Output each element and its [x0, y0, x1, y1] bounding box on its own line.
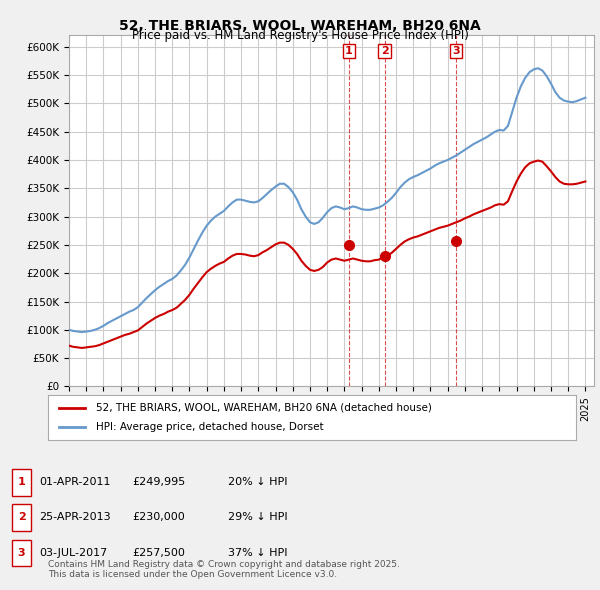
- Text: £230,000: £230,000: [132, 513, 185, 522]
- Text: 01-APR-2011: 01-APR-2011: [39, 477, 110, 487]
- Text: 1: 1: [18, 477, 25, 487]
- Text: £257,500: £257,500: [132, 548, 185, 558]
- Text: 1: 1: [345, 46, 353, 56]
- Text: 03-JUL-2017: 03-JUL-2017: [39, 548, 107, 558]
- Text: 37% ↓ HPI: 37% ↓ HPI: [228, 548, 287, 558]
- Text: 2: 2: [380, 46, 388, 56]
- Text: £249,995: £249,995: [132, 477, 185, 487]
- Text: 3: 3: [18, 548, 25, 558]
- Text: HPI: Average price, detached house, Dorset: HPI: Average price, detached house, Dors…: [95, 422, 323, 432]
- Text: 2: 2: [18, 513, 25, 522]
- Text: 29% ↓ HPI: 29% ↓ HPI: [228, 513, 287, 522]
- Text: 20% ↓ HPI: 20% ↓ HPI: [228, 477, 287, 487]
- Text: Contains HM Land Registry data © Crown copyright and database right 2025.
This d: Contains HM Land Registry data © Crown c…: [48, 560, 400, 579]
- Text: 52, THE BRIARS, WOOL, WAREHAM, BH20 6NA: 52, THE BRIARS, WOOL, WAREHAM, BH20 6NA: [119, 19, 481, 33]
- Text: 3: 3: [452, 46, 460, 56]
- Text: 52, THE BRIARS, WOOL, WAREHAM, BH20 6NA (detached house): 52, THE BRIARS, WOOL, WAREHAM, BH20 6NA …: [95, 403, 431, 412]
- Text: Price paid vs. HM Land Registry's House Price Index (HPI): Price paid vs. HM Land Registry's House …: [131, 30, 469, 42]
- Text: 25-APR-2013: 25-APR-2013: [39, 513, 110, 522]
